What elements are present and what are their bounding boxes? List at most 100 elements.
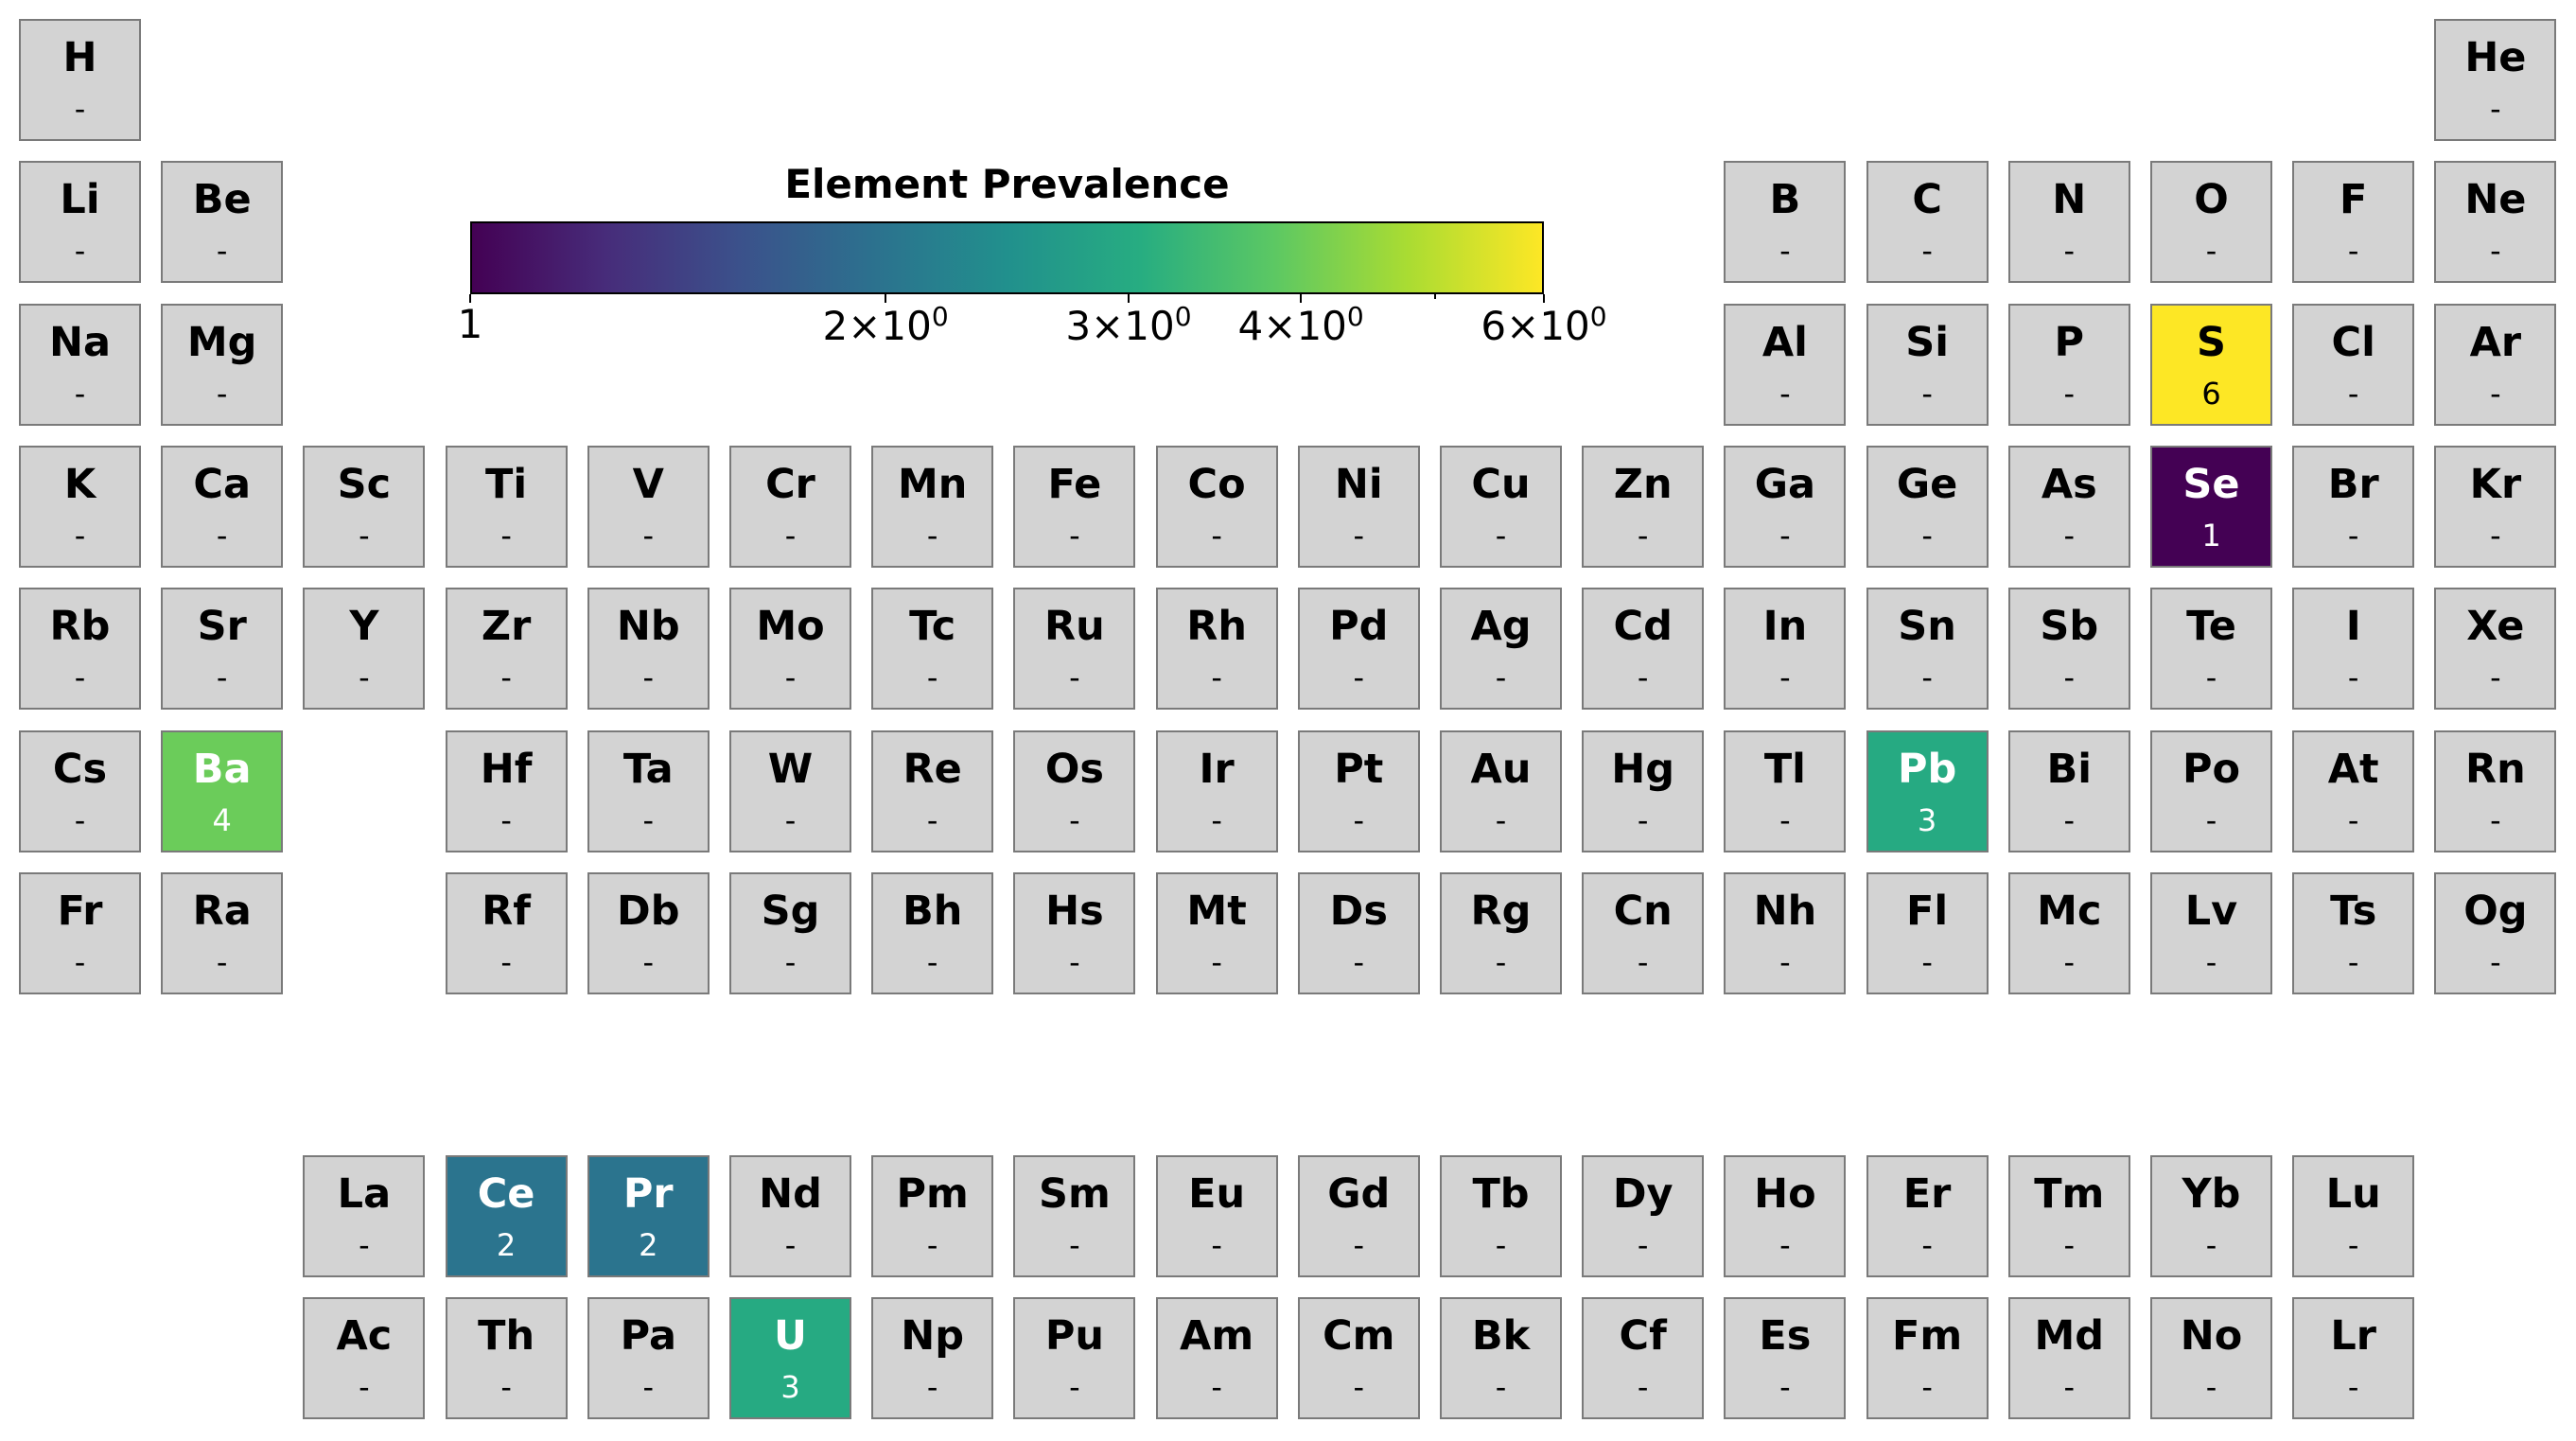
element-value: -	[642, 943, 655, 980]
colorbar-title: Element Prevalence	[784, 161, 1230, 207]
element-cell-sr: Sr -	[161, 588, 284, 711]
element-value: -	[1211, 801, 1222, 838]
element-symbol: Al	[1761, 318, 1808, 366]
element-value: -	[359, 659, 370, 696]
element-cell-mt: Mt -	[1155, 871, 1278, 994]
element-value: -	[216, 517, 228, 554]
element-symbol: Rn	[2465, 745, 2526, 793]
element-value: -	[1921, 375, 1933, 412]
element-symbol: Mn	[897, 460, 968, 508]
element-symbol: Mg	[186, 318, 257, 366]
element-symbol: In	[1762, 603, 1808, 651]
element-value: -	[642, 659, 655, 696]
element-symbol: Bi	[2046, 745, 2093, 793]
element-symbol: Hf	[480, 745, 533, 793]
element-value: -	[74, 375, 86, 412]
element-symbol: Sg	[761, 887, 820, 935]
tick-mantissa: 3×10	[1065, 303, 1175, 349]
element-value: -	[2205, 801, 2217, 838]
element-cell-ag: Ag -	[1440, 588, 1562, 711]
element-cell-yb: Yb -	[2150, 1155, 2272, 1277]
element-value: -	[1069, 1369, 1080, 1406]
element-value: -	[926, 943, 938, 980]
element-value: -	[1921, 1227, 1933, 1263]
element-symbol: Cs	[52, 745, 108, 793]
element-cell-cd: Cd -	[1582, 588, 1705, 711]
element-symbol: Ga	[1754, 460, 1816, 508]
tick-mantissa: 1	[457, 301, 483, 347]
colorbar-tick-mark	[1543, 294, 1545, 303]
element-value: -	[1495, 801, 1507, 838]
element-symbol: Yb	[2182, 1170, 2241, 1218]
element-cell-h: H-	[19, 19, 141, 141]
element-value: -	[642, 517, 655, 554]
element-symbol: Cf	[1619, 1312, 1667, 1361]
element-value: -	[2063, 943, 2076, 980]
element-symbol: Pr	[622, 1170, 674, 1218]
element-value: -	[1495, 659, 1507, 696]
element-cell-se: Se 1	[2150, 445, 2272, 568]
element-cell-ar: Ar -	[2434, 303, 2557, 426]
element-symbol: Cn	[1613, 887, 1673, 935]
element-value: -	[2205, 233, 2217, 270]
colorbar-tick-label: 3×100	[1065, 301, 1191, 349]
element-cell-p: P-	[2007, 303, 2130, 426]
element-value: -	[2490, 375, 2501, 412]
element-value: -	[2063, 517, 2076, 554]
element-cell-lr: Lr -	[2292, 1297, 2415, 1420]
element-symbol: He	[2464, 34, 2527, 81]
element-symbol: F	[2339, 176, 2368, 224]
element-symbol: Np	[901, 1312, 965, 1361]
element-cell-sg: Sg -	[729, 871, 851, 994]
element-symbol: Db	[617, 887, 680, 935]
element-cell-kr: Kr -	[2434, 445, 2557, 568]
element-cell-ba: Ba 4	[161, 729, 284, 852]
element-symbol: S	[2197, 318, 2226, 366]
element-value: 6	[2201, 375, 2221, 412]
element-symbol: Ho	[1754, 1170, 1816, 1218]
element-cell-bi: Bi -	[2007, 729, 2130, 852]
element-value: -	[2347, 517, 2359, 554]
element-value: -	[74, 659, 86, 696]
element-symbol: Eu	[1188, 1170, 1246, 1218]
element-symbol: No	[2180, 1312, 2243, 1361]
element-cell-zr: Zr -	[445, 588, 568, 711]
element-symbol: Se	[2182, 460, 2240, 508]
element-value: -	[642, 801, 655, 838]
element-symbol: Rh	[1186, 603, 1247, 651]
tick-mantissa: 6×10	[1481, 303, 1590, 349]
element-value: -	[2205, 1369, 2217, 1406]
colorbar-minor-tick	[1433, 294, 1436, 299]
element-value: -	[1779, 801, 1791, 838]
element-cell-ga: Ga -	[1724, 445, 1847, 568]
element-symbol: Es	[1759, 1312, 1812, 1361]
element-value: -	[1921, 943, 1933, 980]
element-value: -	[1353, 1369, 1365, 1406]
element-symbol: N	[2052, 176, 2087, 224]
element-symbol: Be	[192, 176, 252, 224]
element-value: -	[1779, 1369, 1791, 1406]
element-value: -	[216, 375, 228, 412]
element-value: -	[926, 659, 938, 696]
element-value: 3	[1917, 801, 1937, 838]
element-symbol: K	[63, 460, 96, 508]
element-value: 3	[780, 1369, 800, 1406]
element-cell-nb: Nb -	[587, 588, 710, 711]
element-value: -	[784, 943, 797, 980]
element-value: -	[74, 801, 86, 838]
element-symbol: P	[2054, 318, 2085, 366]
element-cell-pa: Pa -	[587, 1297, 710, 1420]
element-cell-hg: Hg -	[1582, 729, 1705, 852]
element-value: -	[1779, 233, 1791, 270]
element-cell-cf: Cf -	[1582, 1297, 1705, 1420]
element-value: -	[74, 91, 86, 127]
element-symbol: Bh	[902, 887, 963, 935]
element-value: -	[500, 659, 512, 696]
element-cell-ho: Ho -	[1724, 1155, 1847, 1277]
element-symbol: H	[62, 34, 97, 81]
element-symbol: Pd	[1329, 603, 1389, 651]
element-cell-pu: Pu -	[1013, 1297, 1136, 1420]
element-cell-he: He -	[2434, 19, 2557, 141]
element-value: -	[500, 943, 512, 980]
